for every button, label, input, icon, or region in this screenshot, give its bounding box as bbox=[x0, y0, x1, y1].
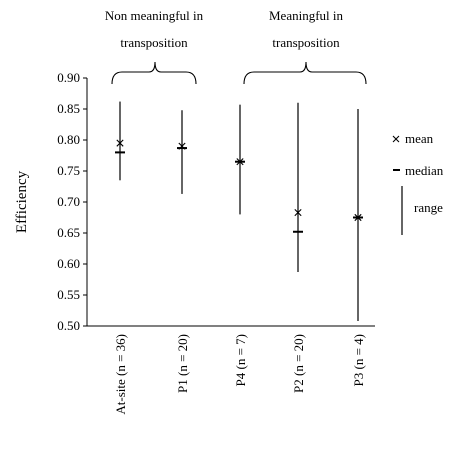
y-tick-label: 0.60 bbox=[57, 256, 80, 271]
y-ticks: 0.90 0.85 0.80 0.75 0.70 0.65 0.60 0.55 0.50 bbox=[57, 70, 87, 333]
mean-stroke bbox=[236, 158, 244, 166]
group-label-line2: transposition bbox=[120, 35, 188, 50]
group-label-line2: transposition bbox=[272, 35, 340, 50]
group-label-line1: Non meaningful in bbox=[105, 8, 204, 23]
y-tick-label: 0.85 bbox=[57, 101, 80, 116]
legend-median-entry: median bbox=[393, 163, 444, 178]
mean-stroke bbox=[116, 139, 124, 147]
legend: mean median range bbox=[392, 131, 444, 235]
mean-stroke bbox=[294, 208, 302, 217]
legend-range-entry: range bbox=[401, 186, 443, 235]
legend-mean-entry: mean bbox=[392, 131, 434, 146]
mean-stroke bbox=[354, 213, 362, 222]
x-category-label: P3 (n = 4) bbox=[351, 334, 366, 386]
y-tick-label: 0.75 bbox=[57, 163, 80, 178]
mean-mark bbox=[178, 142, 186, 150]
mean-mark bbox=[294, 208, 302, 217]
legend-mean-symbol bbox=[392, 135, 400, 143]
mean-mark bbox=[116, 139, 124, 147]
mean-mark bbox=[236, 158, 244, 166]
y-axis-title: Efficiency bbox=[14, 170, 30, 233]
group-annotations: Non meaningful in transposition Meaningful… bbox=[105, 8, 367, 85]
x-category-label: P1 (n = 20) bbox=[175, 334, 190, 393]
group-brace bbox=[111, 61, 197, 85]
y-tick-label: 0.70 bbox=[57, 194, 80, 209]
y-tick-label: 0.90 bbox=[57, 70, 80, 85]
group-brace bbox=[243, 61, 367, 85]
x-category-label: P4 (n = 7) bbox=[233, 334, 248, 386]
x-category-label: At-site (n = 36) bbox=[113, 334, 128, 415]
legend-mean-label: mean bbox=[405, 131, 434, 146]
x-category-labels: At-site (n = 36) P1 (n = 20) P4 (n = 7) P2 … bbox=[113, 334, 366, 415]
y-tick-label: 0.55 bbox=[57, 287, 80, 302]
legend-range-label: range bbox=[414, 200, 443, 215]
y-tick-label: 0.50 bbox=[57, 318, 80, 333]
group-label-line1: Meaningful in bbox=[269, 8, 344, 23]
x-category-label: P2 (n = 20) bbox=[291, 334, 306, 393]
mean-stroke bbox=[178, 142, 186, 150]
mean-mark bbox=[354, 213, 362, 222]
y-tick-label: 0.65 bbox=[57, 225, 80, 240]
data-marks bbox=[115, 101, 363, 322]
legend-median-label: median bbox=[405, 163, 444, 178]
y-tick-label: 0.80 bbox=[57, 132, 80, 147]
